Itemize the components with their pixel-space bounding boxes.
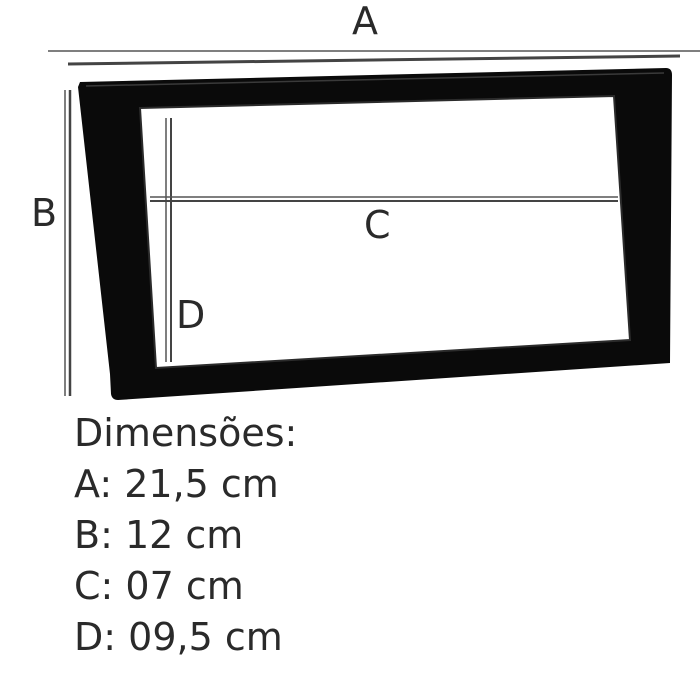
dash-frame bbox=[78, 68, 672, 400]
dimension-b-value: B: 12 cm bbox=[74, 513, 244, 557]
label-b: B bbox=[31, 191, 58, 235]
dimension-line-b bbox=[64, 90, 72, 396]
label-c: C bbox=[364, 203, 391, 247]
dimension-line-d bbox=[165, 118, 172, 362]
frame-inner-edge bbox=[138, 94, 632, 370]
dimension-c-value: C: 07 cm bbox=[74, 564, 244, 608]
frame-gloss bbox=[85, 72, 665, 87]
label-a: A bbox=[352, 0, 378, 43]
dimension-d-value: D: 09,5 cm bbox=[74, 615, 283, 659]
dimensions-title: Dimensões: bbox=[74, 411, 298, 455]
dimension-line-c bbox=[150, 196, 618, 202]
dimension-a-value: A: 21,5 cm bbox=[74, 462, 279, 506]
dimension-line-a bbox=[48, 50, 700, 66]
label-d: D bbox=[176, 293, 206, 337]
frame-diagram bbox=[48, 50, 700, 400]
dimensions-list: Dimensões: A: 21,5 cm B: 12 cm C: 07 cm … bbox=[74, 408, 674, 663]
